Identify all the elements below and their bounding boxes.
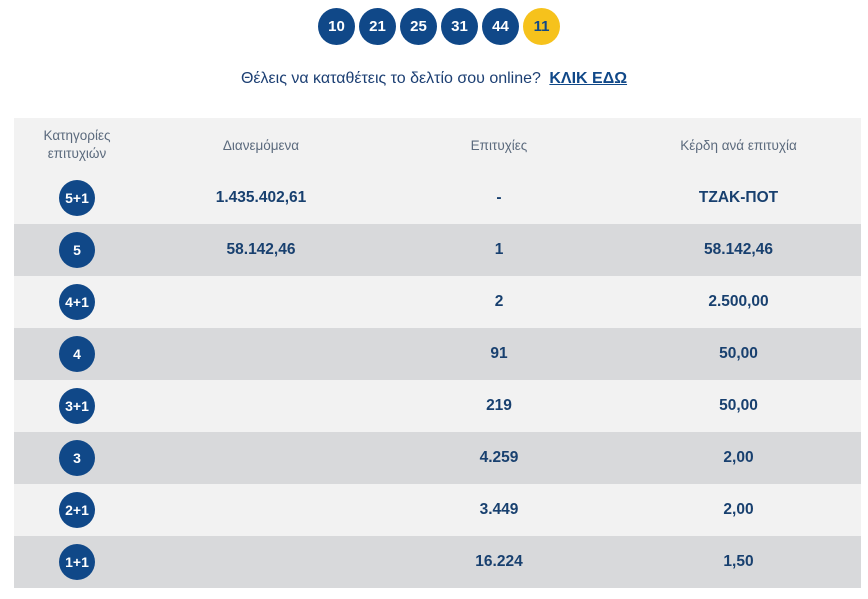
click-here-link[interactable]: ΚΛΙΚ ΕΔΩ xyxy=(549,70,628,87)
header-winners: Επιτυχίες xyxy=(470,137,528,153)
category-badge: 5+1 xyxy=(59,180,95,216)
winners-cell: 3.449 xyxy=(479,501,519,518)
prize-cell: 1,50 xyxy=(723,553,754,570)
category-badge: 4 xyxy=(59,336,95,372)
table-row: 4 91 50,00 xyxy=(14,328,861,380)
table-row: 4+1 2 2.500,00 xyxy=(14,276,861,328)
category-badge: 3 xyxy=(59,440,95,476)
prize-cell: 2,00 xyxy=(723,449,754,466)
category-badge: 1+1 xyxy=(59,544,95,580)
table-row: 5+1 1.435.402,61 - ΤΖΑΚ-ΠΟΤ xyxy=(14,172,861,224)
online-promo: Θέλεις να καταθέτεις το δελτίο σου onlin… xyxy=(0,70,868,88)
prize-cell: 2.500,00 xyxy=(708,293,769,310)
header-prize: Κέρδη ανά επιτυχία xyxy=(680,137,797,153)
prize-cell: 2,00 xyxy=(723,501,754,518)
distributed-cell: 58.142,46 xyxy=(226,241,296,258)
prize-cell: 50,00 xyxy=(719,397,758,414)
table-row: 5 58.142,46 1 58.142,46 xyxy=(14,224,861,276)
winners-cell: 4.259 xyxy=(479,449,519,466)
number-ball: 25 xyxy=(400,8,437,45)
winners-cell: 219 xyxy=(486,397,512,414)
category-badge: 2+1 xyxy=(59,492,95,528)
category-badge: 5 xyxy=(59,232,95,268)
winners-cell: 2 xyxy=(494,293,504,310)
number-ball: 21 xyxy=(359,8,396,45)
promo-text: Θέλεις να καταθέτεις το δελτίο σου onlin… xyxy=(240,70,541,87)
prize-cell: 50,00 xyxy=(719,345,758,362)
table-row: 3 4.259 2,00 xyxy=(14,432,861,484)
category-badge: 4+1 xyxy=(59,284,95,320)
distributed-cell: 1.435.402,61 xyxy=(215,189,307,206)
category-badge: 3+1 xyxy=(59,388,95,424)
header-category: Κατηγορίες επιτυχιών xyxy=(43,128,111,161)
joker-ball: 11 xyxy=(523,8,560,45)
table-header: Κατηγορίες επιτυχιών Διανεμόμενα Επιτυχί… xyxy=(14,118,861,172)
number-ball: 44 xyxy=(482,8,519,45)
prize-cell: 58.142,46 xyxy=(704,241,773,258)
winners-cell: 16.224 xyxy=(475,553,523,570)
table-row: 1+1 16.224 1,50 xyxy=(14,536,861,588)
winners-cell: - xyxy=(496,189,502,206)
number-ball: 31 xyxy=(441,8,478,45)
drawn-numbers: 10 21 25 31 44 11 xyxy=(318,8,560,45)
prize-table: Κατηγορίες επιτυχιών Διανεμόμενα Επιτυχί… xyxy=(14,118,861,588)
winners-cell: 1 xyxy=(494,241,504,258)
header-distributed: Διανεμόμενα xyxy=(222,137,300,153)
number-ball: 10 xyxy=(318,8,355,45)
winners-cell: 91 xyxy=(490,345,508,362)
table-row: 2+1 3.449 2,00 xyxy=(14,484,861,536)
prize-cell: ΤΖΑΚ-ΠΟΤ xyxy=(698,189,779,206)
table-row: 3+1 219 50,00 xyxy=(14,380,861,432)
